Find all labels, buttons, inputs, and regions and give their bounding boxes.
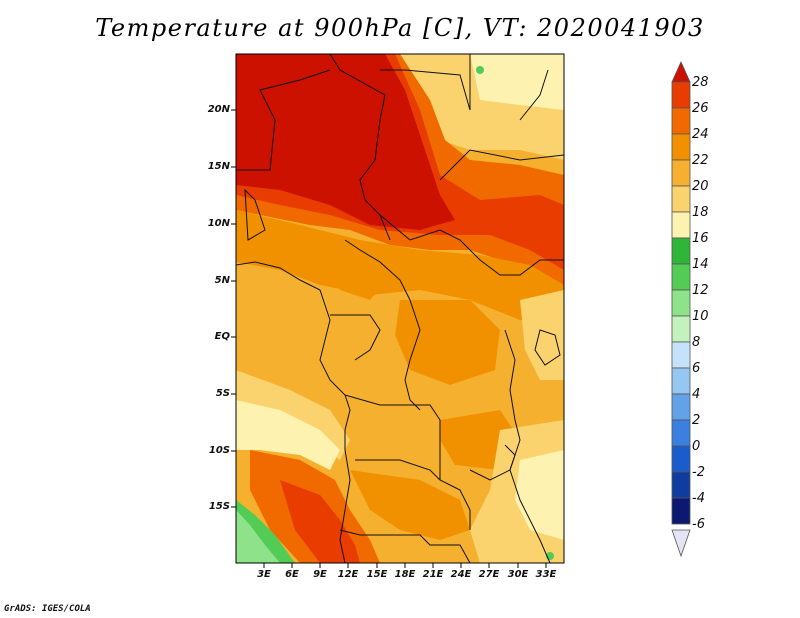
colorbar-label-2: 2 (692, 413, 701, 428)
colorbar-label-neg2: -2 (692, 465, 705, 480)
lat-label-eq: EQ (214, 331, 230, 342)
colorbar-label-6: 6 (692, 361, 701, 376)
map-frame (235, 53, 565, 564)
map-title: Temperature at 900hPa [C], VT: 202004190… (95, 14, 705, 42)
lon-label-27e: 27E (478, 569, 500, 580)
colorbar-label-8: 8 (692, 335, 701, 350)
lon-label-18e: 18E (394, 569, 416, 580)
lon-label-9e: 9E (313, 569, 327, 580)
lon-label-3e: 3E (257, 569, 271, 580)
axis-ticks (231, 109, 547, 568)
colorbar-label-neg6: -6 (692, 517, 705, 532)
lat-label-15n: 15N (207, 161, 230, 172)
colorbar-label-12: 12 (692, 283, 709, 298)
lat-label-10n: 10N (207, 218, 230, 229)
colorbar (671, 61, 691, 558)
colorbar-label-26: 26 (692, 101, 709, 116)
colorbar-label-4: 4 (692, 387, 701, 402)
lon-label-30e: 30E (507, 569, 529, 580)
colorbar-label-neg4: -4 (692, 491, 705, 506)
colorbar-label-20: 20 (692, 179, 709, 194)
colorbar-label-22: 22 (692, 153, 709, 168)
lat-label-5s: 5S (215, 388, 230, 399)
temperature-field (236, 54, 564, 563)
lon-label-33e: 33E (535, 569, 557, 580)
colorbar-label-18: 18 (692, 205, 709, 220)
lon-label-12e: 12E (337, 569, 359, 580)
lat-label-20n: 20N (207, 104, 230, 115)
lon-label-15e: 15E (366, 569, 388, 580)
lat-label-5n: 5N (214, 275, 230, 286)
colorbar-label-14: 14 (692, 257, 709, 272)
colorbar-label-0: 0 (692, 439, 701, 454)
lat-label-10s: 10S (208, 445, 230, 456)
colorbar-label-10: 10 (692, 309, 709, 324)
lon-label-6e: 6E (285, 569, 299, 580)
colorbar-label-24: 24 (692, 127, 709, 142)
grads-credit: GrADS: IGES/COLA (4, 604, 91, 614)
lon-label-21e: 21E (422, 569, 444, 580)
colorbar-label-16: 16 (692, 231, 709, 246)
colorbar-label-28: 28 (692, 75, 709, 90)
lat-label-15s: 15S (208, 501, 230, 512)
country-borders (236, 54, 564, 563)
lon-label-24e: 24E (450, 569, 472, 580)
